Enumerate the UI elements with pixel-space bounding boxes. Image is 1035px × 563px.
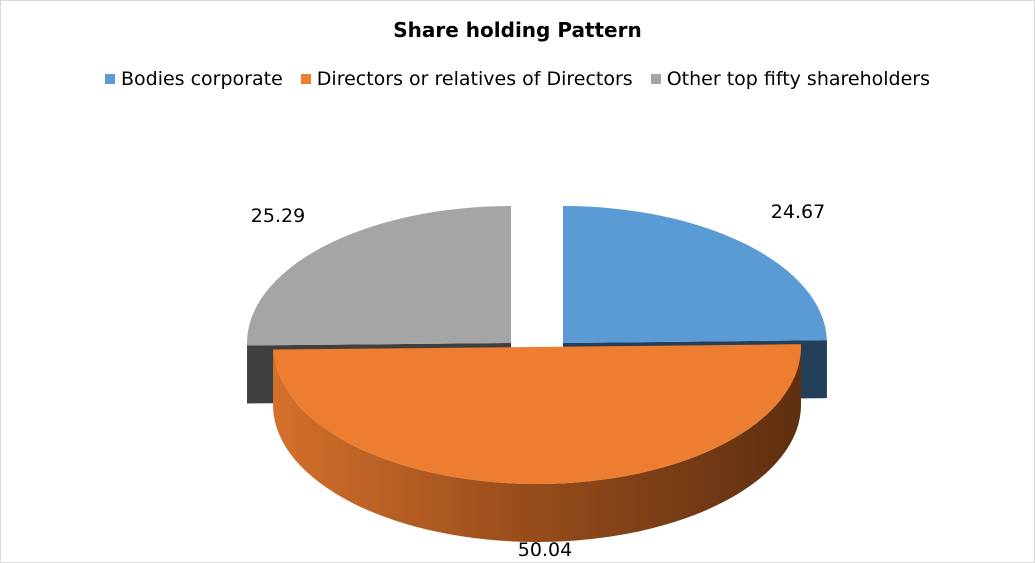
legend-label-bodies-corporate: Bodies corporate <box>120 68 283 90</box>
chart-title: Share holding Pattern <box>393 18 642 42</box>
legend-swatch-bodies-corporate <box>104 74 115 84</box>
pie-slice-2 <box>247 206 511 346</box>
legend-swatch-other-shareholders <box>650 74 661 84</box>
legend: Bodies corporate Directors or relatives … <box>0 68 1035 90</box>
legend-item-directors: Directors or relatives of Directors <box>300 68 633 90</box>
legend-item-bodies-corporate: Bodies corporate <box>104 68 283 90</box>
legend-label-other-shareholders: Other top fifty shareholders <box>666 68 930 90</box>
data-label-2: 25.29 <box>251 205 305 227</box>
pie-slice-group-1 <box>273 344 802 543</box>
legend-label-directors: Directors or relatives of Directors <box>316 68 633 90</box>
pie-slice-1 <box>273 344 802 485</box>
legend-item-other-shareholders: Other top fifty shareholders <box>650 68 930 90</box>
pie-slice-side-1 <box>273 347 801 543</box>
data-label-1: 50.04 <box>518 539 572 561</box>
legend-swatch-directors <box>300 74 311 84</box>
data-label-0: 24.67 <box>771 201 825 223</box>
pie-slice-0 <box>563 206 827 343</box>
